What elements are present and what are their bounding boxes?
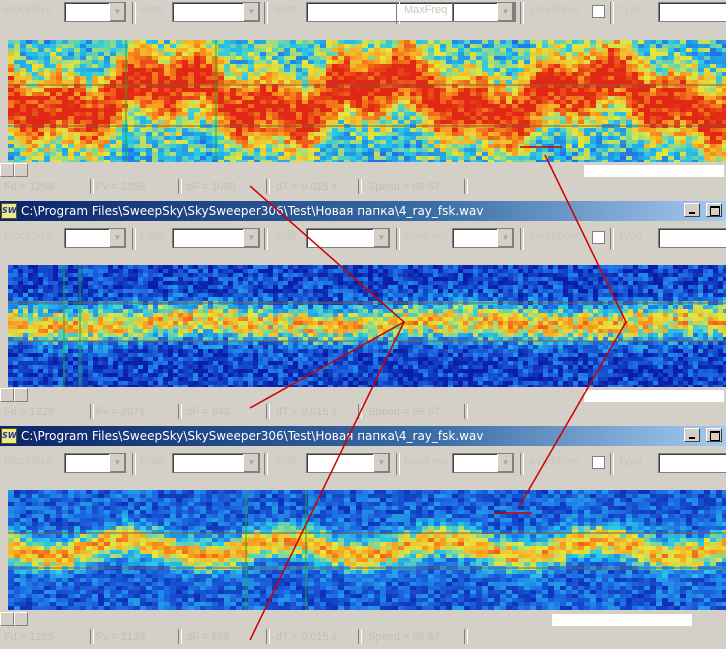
type-label: Type <box>618 230 642 242</box>
status-df: dF = 868 <box>186 631 230 643</box>
status-bar: Fd = 1298 Fv = 2358 dF = 1060 dT = 0.015… <box>0 178 726 196</box>
type-label: Type <box>618 455 642 467</box>
status-fd: Fd = 1228 <box>4 406 54 418</box>
blocksize-select[interactable]: ▼ <box>64 453 126 473</box>
lineshow-label: LineShow <box>530 4 579 16</box>
filter-label: Filter <box>140 4 165 16</box>
minimize-icon <box>689 437 695 439</box>
maxfreq-select[interactable]: ▼ <box>452 2 514 22</box>
scroll-left-button[interactable] <box>0 163 14 177</box>
lineshow-checkbox[interactable] <box>592 456 605 469</box>
filter-select[interactable]: ▼ <box>172 2 260 22</box>
shift-select[interactable]: ▼ <box>306 453 390 473</box>
type-select[interactable] <box>658 2 726 22</box>
chevron-down-icon[interactable]: ▼ <box>109 454 125 472</box>
status-dt: dT = 0.015 s <box>276 406 338 418</box>
maxfreq-label: MaxFreq <box>404 4 448 16</box>
maximize-button[interactable] <box>706 203 722 217</box>
scroll-thumb[interactable] <box>14 163 28 177</box>
status-bar: Fd = 1265 Fv = 2133 dF = 868 dT = 0.015 … <box>0 628 726 646</box>
filter-select[interactable]: ▼ <box>172 453 260 473</box>
type-label: Type <box>618 4 642 16</box>
status-fv: Fv = 2071 <box>96 406 146 418</box>
chevron-down-icon[interactable]: ▼ <box>243 454 259 472</box>
status-dt: dT = 0.015 s <box>276 631 338 643</box>
horizontal-scrollbar[interactable] <box>0 163 726 177</box>
lineshow-label: LineShow <box>530 455 579 467</box>
app-icon[interactable]: SW <box>1 428 17 444</box>
chevron-down-icon[interactable]: ▼ <box>497 3 513 21</box>
chevron-down-icon[interactable]: ▼ <box>373 229 389 247</box>
filter-label: Filter <box>140 455 165 467</box>
lineshow-label: LineShow <box>530 230 579 242</box>
app-icon[interactable]: SW <box>1 203 17 219</box>
filter-select[interactable]: ▼ <box>172 228 260 248</box>
maxfreq-select[interactable]: ▼ <box>452 453 514 473</box>
chevron-down-icon[interactable]: ▼ <box>373 454 389 472</box>
maxfreq-label: MaxFreq <box>404 455 448 467</box>
shift-select[interactable]: ▼ <box>306 228 390 248</box>
shift-label: Shift <box>274 4 297 16</box>
status-fv: Fv = 2133 <box>96 631 146 643</box>
chevron-down-icon[interactable]: ▼ <box>497 454 513 472</box>
chevron-down-icon[interactable]: ▼ <box>109 3 125 21</box>
type-select[interactable] <box>658 453 726 473</box>
chevron-down-icon[interactable]: ▼ <box>243 229 259 247</box>
minimize-icon <box>689 212 695 214</box>
toolbar: BlockSize ▼ Filter ▼ Shift ▼ MaxFreq ▼ L… <box>0 451 726 481</box>
status-dt: dT = 0.015 s <box>276 181 338 193</box>
window-title: C:\Program Files\SweepSky\SkySweeper306\… <box>21 429 484 443</box>
spectrogram-display[interactable] <box>8 265 726 387</box>
status-df: dF = 1060 <box>186 181 236 193</box>
window-title: C:\Program Files\SweepSky\SkySweeper306\… <box>21 204 484 218</box>
chevron-down-icon[interactable]: ▼ <box>109 229 125 247</box>
spectrogram-display[interactable] <box>8 490 726 610</box>
minimize-button[interactable] <box>684 203 700 217</box>
spectrogram-display[interactable] <box>8 40 726 162</box>
status-fd: Fd = 1298 <box>4 181 54 193</box>
status-speed: Speed = 66.67 <box>368 631 440 643</box>
maxfreq-select[interactable]: ▼ <box>452 228 514 248</box>
blocksize-label: BlockSize <box>4 455 53 467</box>
lineshow-checkbox[interactable] <box>592 5 605 18</box>
horizontal-scrollbar[interactable] <box>0 612 726 626</box>
blocksize-select[interactable]: ▼ <box>64 228 126 248</box>
spectrogram-canvas[interactable] <box>8 40 726 162</box>
shift-label: Shift <box>274 230 297 242</box>
blocksize-select[interactable]: ▼ <box>64 2 126 22</box>
type-select[interactable] <box>658 228 726 248</box>
toolbar: BlockSize ▼ Filter ▼ Shift ▼ MaxFreq ▼ L… <box>0 226 726 256</box>
chevron-down-icon[interactable]: ▼ <box>243 3 259 21</box>
spectrogram-window-1: BlockSize ▼ Filter ▼ Shift ▼ MaxFreq ▼ L… <box>0 0 726 196</box>
status-fv: Fv = 2358 <box>96 181 146 193</box>
shift-label: Shift <box>274 455 297 467</box>
horizontal-scrollbar[interactable] <box>0 388 726 402</box>
status-speed: Speed = 66.67 <box>368 406 440 418</box>
filter-label: Filter <box>140 230 165 242</box>
scroll-left-button[interactable] <box>0 388 14 402</box>
spectrogram-canvas[interactable] <box>8 490 726 610</box>
lineshow-checkbox[interactable] <box>592 231 605 244</box>
maxfreq-label: MaxFreq <box>404 230 448 242</box>
status-df: dF = 843 <box>186 406 230 418</box>
status-fd: Fd = 1265 <box>4 631 54 643</box>
blocksize-label: BlockSize <box>4 4 53 16</box>
maximize-button[interactable] <box>706 428 722 442</box>
status-speed: Speed = 66.67 <box>368 181 440 193</box>
maximize-icon <box>710 206 720 216</box>
spectrogram-window-2: BlockSize ▼ Filter ▼ Shift ▼ MaxFreq ▼ L… <box>0 221 726 421</box>
chevron-down-icon[interactable]: ▼ <box>497 229 513 247</box>
blocksize-label: BlockSize <box>4 230 53 242</box>
maximize-icon <box>710 431 720 441</box>
window-titlebar[interactable]: SW C:\Program Files\SweepSky\SkySweeper3… <box>0 426 726 446</box>
status-bar: Fd = 1228 Fv = 2071 dF = 843 dT = 0.015 … <box>0 403 726 421</box>
spectrogram-canvas[interactable] <box>8 265 726 387</box>
spectrogram-window-3: BlockSize ▼ Filter ▼ Shift ▼ MaxFreq ▼ L… <box>0 446 726 649</box>
scroll-left-button[interactable] <box>0 612 14 626</box>
scroll-thumb[interactable] <box>14 612 28 626</box>
minimize-button[interactable] <box>684 428 700 442</box>
toolbar: BlockSize ▼ Filter ▼ Shift ▼ MaxFreq ▼ L… <box>0 0 726 30</box>
scroll-thumb[interactable] <box>14 388 28 402</box>
window-titlebar[interactable]: SW C:\Program Files\SweepSky\SkySweeper3… <box>0 201 726 221</box>
